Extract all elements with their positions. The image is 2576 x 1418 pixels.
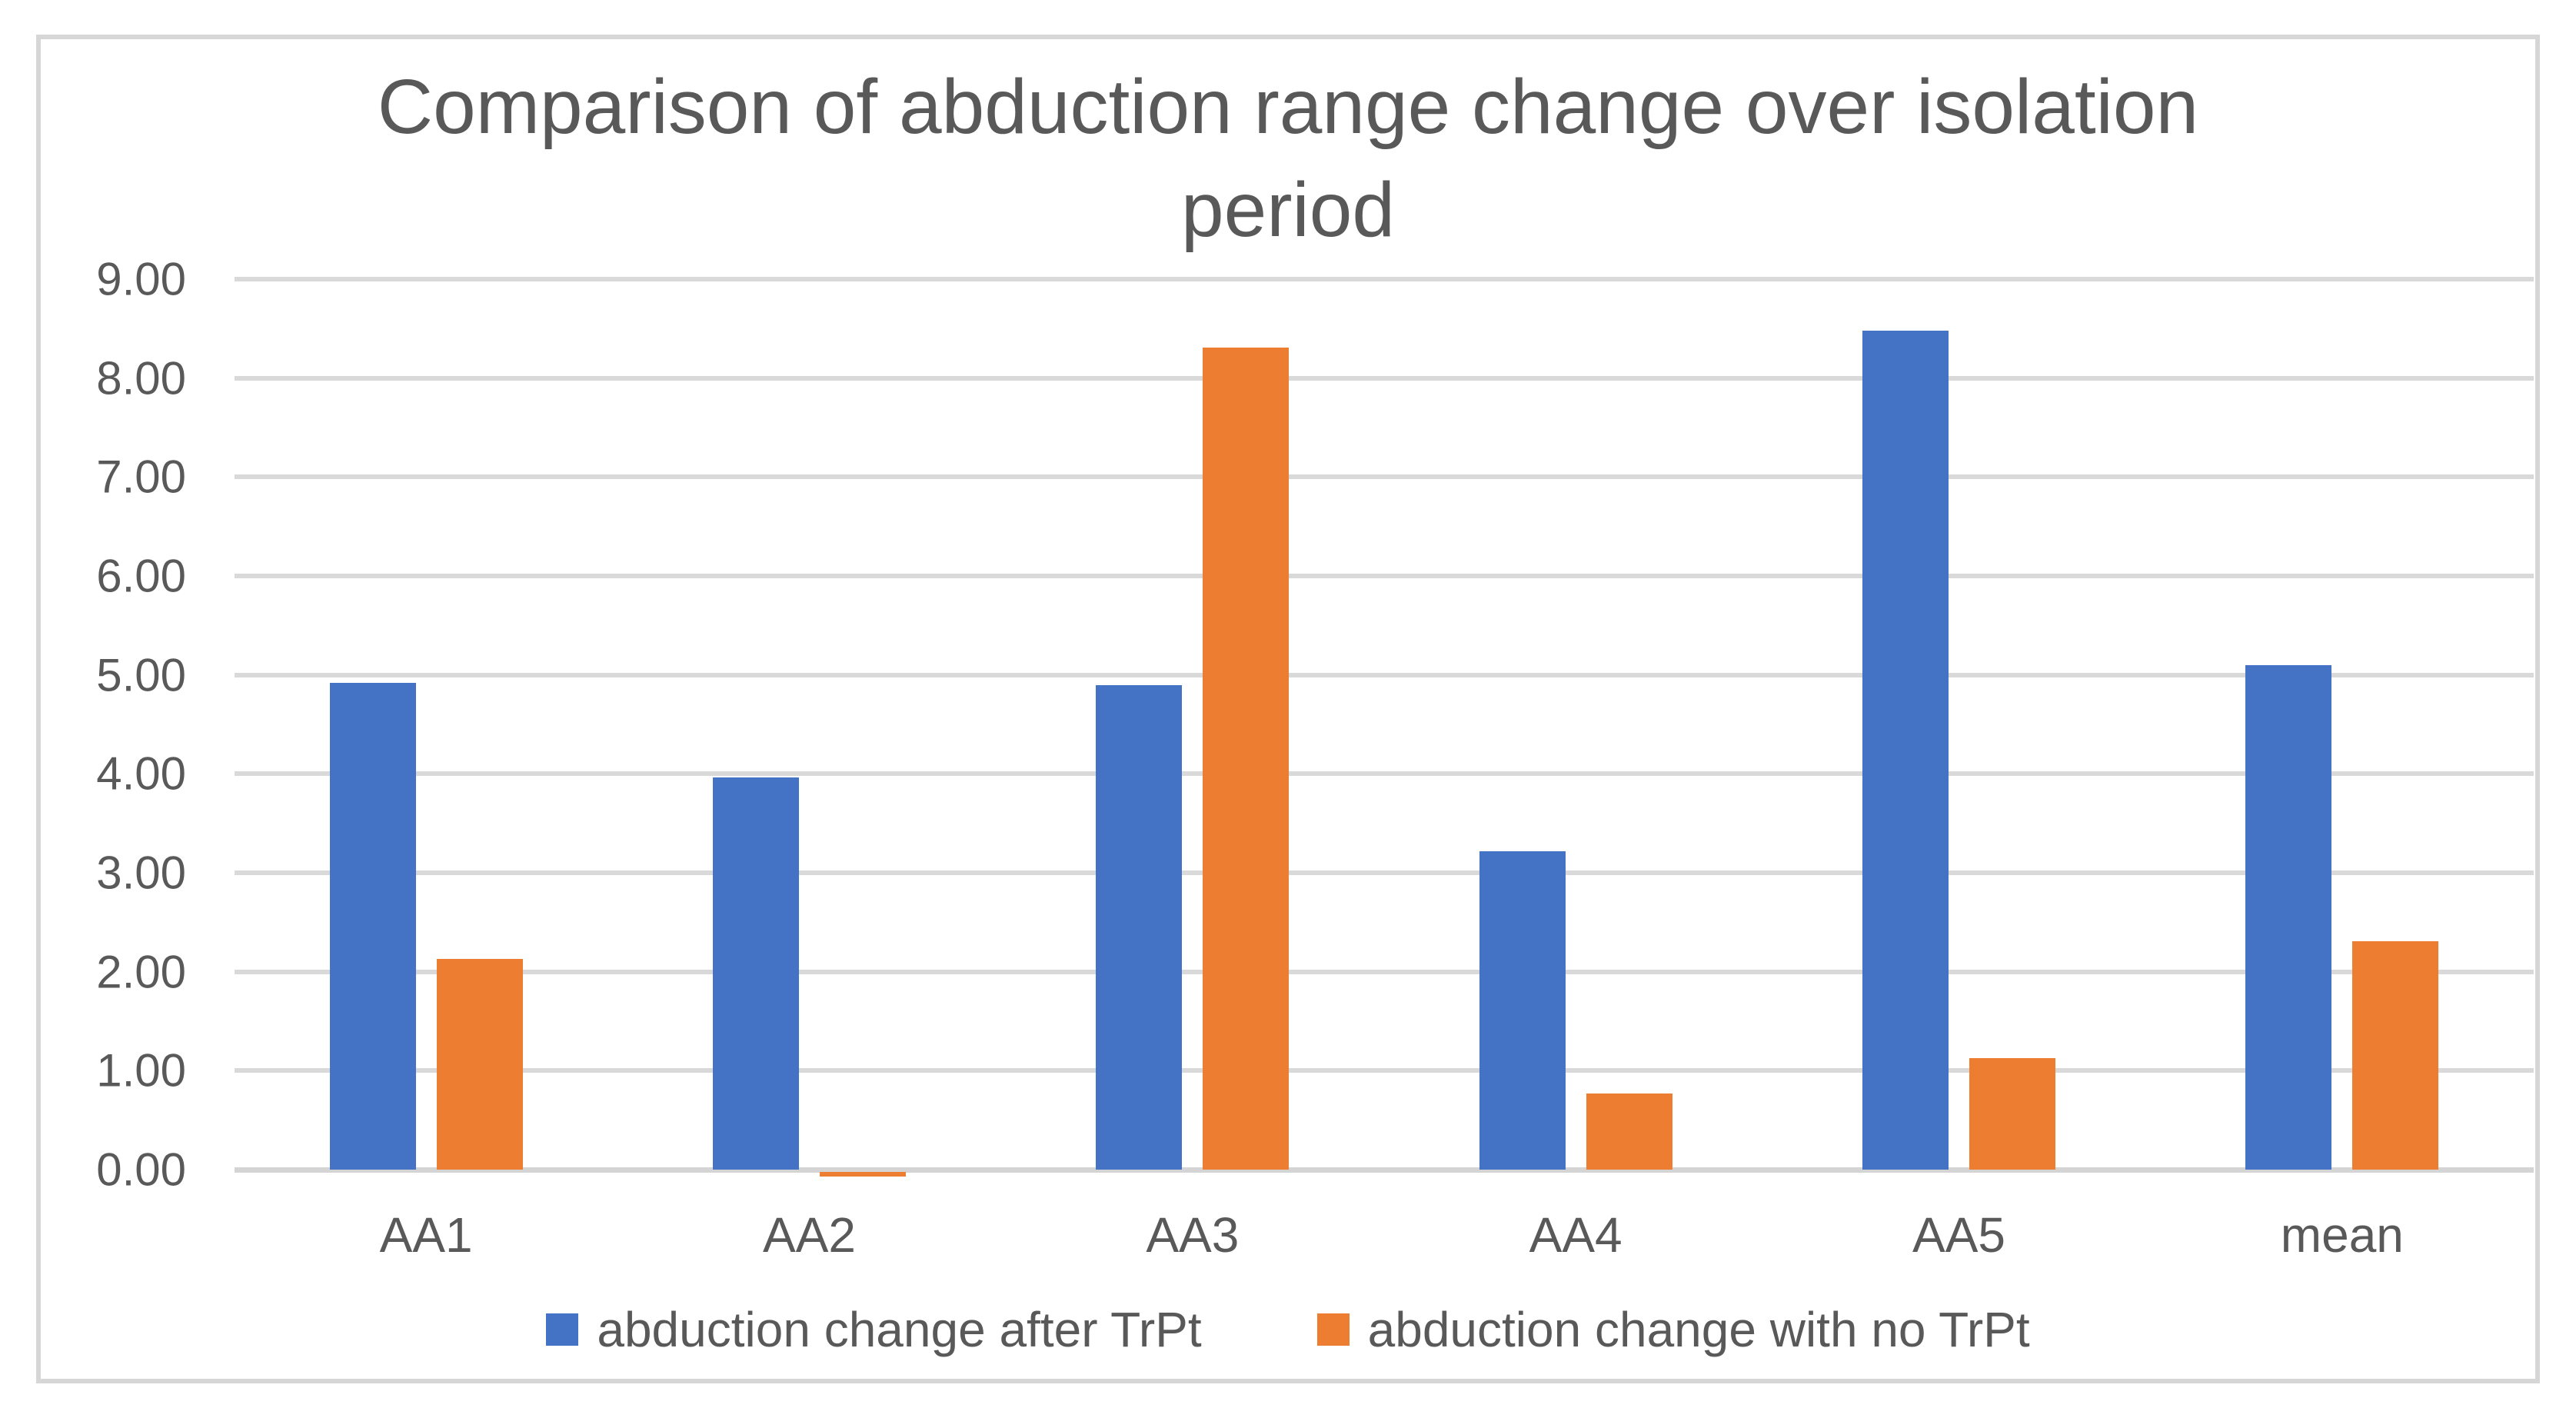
y-tick-label: 2.00	[96, 946, 186, 998]
y-tick-label: 8.00	[96, 352, 186, 404]
gridline	[235, 672, 2534, 677]
chart-title-line-2: period	[1181, 167, 1395, 253]
chart-title-line-1: Comparison of abduction range change ove…	[377, 64, 2199, 150]
bar-after-trpt-AA1	[329, 682, 416, 1170]
gridline	[235, 474, 2534, 480]
gridline	[235, 1068, 2534, 1073]
legend-marker-icon	[546, 1313, 579, 1346]
plot-area: AA1 AA2 AA3 AA4 AA5 mean	[235, 277, 2534, 1263]
y-tick-label: 5.00	[96, 649, 186, 701]
bar-after-trpt-mean	[2245, 664, 2332, 1170]
legend-label: abduction change after TrPt	[597, 1302, 1202, 1357]
bar-no-trpt-AA1	[436, 958, 523, 1170]
y-axis: 9.00 8.00 7.00 6.00 5.00 4.00 3.00 2.00 1.00 0.00	[36, 254, 186, 1196]
gridline	[235, 277, 2534, 281]
bar-no-trpt-AA3	[1203, 347, 1290, 1170]
bar-no-trpt-AA5	[1969, 1057, 2055, 1170]
y-tick-label: 0.00	[96, 1143, 186, 1196]
x-axis-label: AA2	[763, 1207, 856, 1263]
x-axis-label: AA1	[379, 1207, 473, 1263]
y-tick-label: 9.00	[96, 253, 186, 305]
gridline	[235, 870, 2534, 875]
bar-after-trpt-AA4	[1479, 850, 1566, 1170]
y-tick-label: 3.00	[96, 847, 186, 899]
bar-no-trpt-AA2	[820, 1172, 906, 1177]
legend-label: abduction change with no TrPt	[1367, 1302, 2030, 1357]
gridline	[235, 1167, 2534, 1173]
y-tick-label: 1.00	[96, 1044, 186, 1097]
gridline	[235, 375, 2534, 381]
x-axis-label: AA3	[1146, 1207, 1240, 1263]
legend-item: abduction change after TrPt	[546, 1301, 1202, 1358]
legend: abduction change after TrPt abduction cha…	[0, 1301, 2576, 1358]
x-axis-label: AA4	[1529, 1207, 1622, 1263]
gridline	[235, 574, 2534, 578]
y-tick-label: 7.00	[96, 451, 186, 503]
legend-marker-icon	[1316, 1313, 1350, 1346]
x-axis-label: AA5	[1912, 1207, 2005, 1263]
bar-after-trpt-AA3	[1096, 684, 1183, 1170]
legend-item: abduction change with no TrPt	[1316, 1301, 2030, 1358]
bar-after-trpt-AA5	[1862, 330, 1949, 1170]
bar-no-trpt-AA4	[1586, 1093, 1672, 1170]
gridline	[235, 969, 2534, 974]
bar-no-trpt-mean	[2352, 940, 2439, 1170]
gridline	[235, 771, 2534, 777]
y-tick-label: 4.00	[96, 747, 186, 800]
x-axis-label: mean	[2280, 1207, 2404, 1263]
bar-after-trpt-AA2	[713, 777, 799, 1170]
y-tick-label: 6.00	[96, 550, 186, 602]
chart-title: Comparison of abduction range change ove…	[227, 55, 2349, 261]
